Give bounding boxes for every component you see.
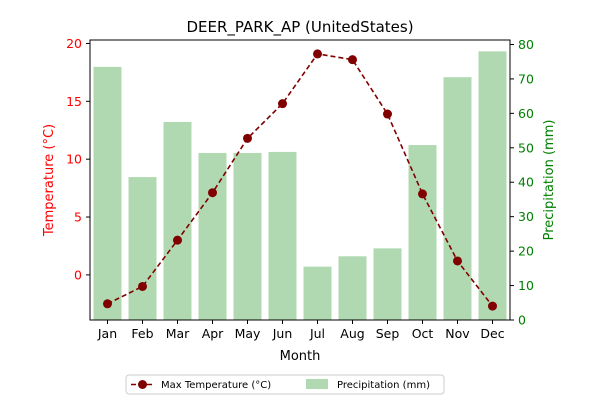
- x-tick-label: Mar: [166, 326, 190, 341]
- right-y-tick-label: 70: [518, 71, 534, 86]
- right-y-tick-label: 20: [518, 244, 534, 259]
- temperature-line-path: [107, 53, 494, 307]
- precipitation-bar-sep: [373, 248, 402, 320]
- precipitation-bar-jun: [268, 151, 297, 320]
- left-y-tick-label: 20: [66, 36, 82, 51]
- temperature-point-mar: [173, 235, 182, 245]
- right-y-tick-label: 80: [518, 37, 534, 52]
- temperature-point-nov: [453, 256, 462, 266]
- x-tick-label: Feb: [131, 326, 153, 341]
- left-y-tick-label: 5: [74, 210, 82, 225]
- right-y-axis-label: Precipitation (mm): [542, 120, 557, 241]
- temperature-point-oct: [418, 189, 427, 199]
- x-axis: Jan Feb Mar Apr May Jun Jul Aug Sep Oct Nov Dec: [97, 320, 505, 341]
- precipitation-bar-feb: [128, 177, 157, 320]
- temperature-point-aug: [348, 55, 357, 65]
- left-y-axis-label: Temperature (°C): [42, 124, 57, 237]
- x-tick-label: Jun: [272, 326, 293, 341]
- precipitation-bar-mar: [163, 121, 192, 320]
- plot-frame: [89, 39, 511, 321]
- precipitation-bar-jul: [303, 266, 332, 320]
- left-y-tick-label: 0: [74, 267, 82, 282]
- x-tick-label: Jul: [309, 326, 325, 341]
- left-y-tick-label: 10: [66, 152, 82, 167]
- x-tick-label: Oct: [412, 326, 434, 341]
- temperature-point-sep: [383, 109, 392, 119]
- precipitation-bar-nov: [443, 77, 472, 320]
- right-y-tick-label: 10: [518, 278, 534, 293]
- right-y-axis: 0 10 20 30 40 50 60 70 80: [510, 37, 534, 328]
- temperature-point-dec: [488, 301, 497, 311]
- temperature-point-feb: [138, 281, 147, 291]
- right-y-tick-label: 30: [518, 209, 534, 224]
- precipitation-bar-dec: [478, 51, 507, 320]
- right-y-tick-label: 40: [518, 175, 534, 190]
- precipitation-bar-oct: [408, 145, 437, 320]
- x-tick-label: Aug: [340, 326, 364, 341]
- temperature-point-apr: [208, 188, 217, 198]
- legend-frame: [125, 374, 445, 395]
- x-tick-label: Dec: [480, 326, 504, 341]
- legend-line-marker: [138, 380, 147, 389]
- temperature-point-jul: [313, 49, 322, 59]
- legend-label-temperature: Max Temperature (°C): [161, 380, 271, 391]
- temperature-point-jan: [103, 299, 112, 309]
- x-tick-label: Sep: [376, 326, 400, 341]
- precipitation-bars: [93, 51, 507, 321]
- x-tick-label: Jan: [97, 326, 117, 341]
- legend-label-precipitation: Precipitation (mm): [337, 380, 430, 391]
- left-y-axis: 0 5 10 15 20: [66, 36, 90, 282]
- left-y-tick-label: 15: [66, 94, 82, 109]
- right-y-tick-label: 60: [518, 106, 534, 121]
- precipitation-bar-aug: [338, 256, 367, 320]
- right-y-tick-label: 0: [518, 313, 526, 328]
- chart-title: DEER_PARK_AP (UnitedStates): [186, 18, 413, 37]
- precipitation-bar-jan: [93, 66, 122, 321]
- temperature-point-jun: [278, 99, 287, 109]
- precipitation-bar-apr: [198, 152, 227, 320]
- x-tick-label: May: [235, 326, 261, 341]
- x-tick-label: Nov: [445, 326, 470, 341]
- temperature-line: [103, 49, 497, 311]
- legend-bar-swatch: [306, 379, 328, 389]
- x-tick-label: Apr: [202, 326, 224, 341]
- legend: Max Temperature (°C) Precipitation (mm): [125, 374, 445, 395]
- precipitation-bar-may: [233, 152, 262, 320]
- temperature-point-may: [243, 133, 252, 143]
- right-y-tick-label: 50: [518, 140, 534, 155]
- x-axis-label: Month: [280, 349, 321, 364]
